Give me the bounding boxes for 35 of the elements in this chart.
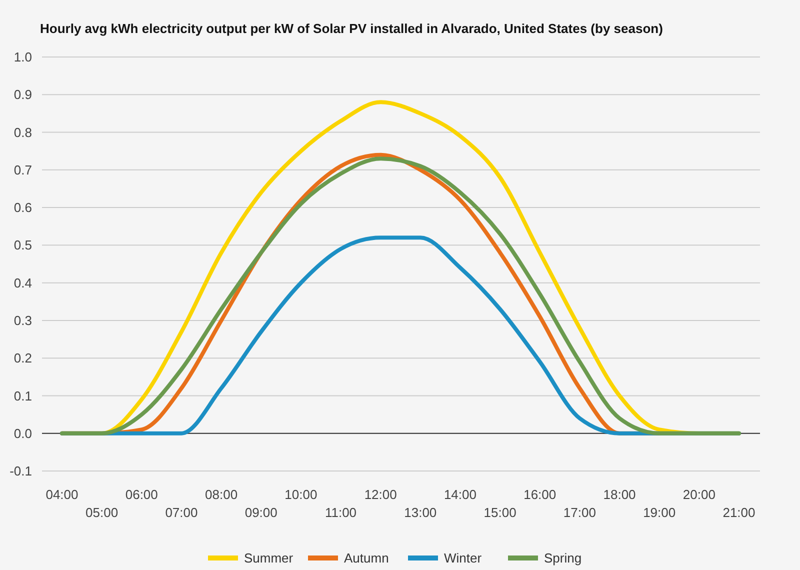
x-tick-label: 19:00 <box>643 505 676 520</box>
y-tick-label: 0.1 <box>14 388 32 404</box>
x-tick-label: 07:00 <box>165 505 198 520</box>
y-tick-label: 0.7 <box>14 162 32 178</box>
y-tick-label: 0.6 <box>14 200 32 216</box>
y-tick-label: 0.8 <box>14 124 32 140</box>
x-tick-label: 13:00 <box>404 505 437 520</box>
legend-label: Autumn <box>344 550 389 566</box>
x-tick-label: 16:00 <box>524 487 556 502</box>
x-tick-label: 04:00 <box>46 487 78 502</box>
x-tick-label: 18:00 <box>603 487 636 502</box>
chart-title: Hourly avg kWh electricity output per kW of Solar PV installed in Alvarado, United States (by season) <box>40 21 663 36</box>
y-tick-label: 0.4 <box>14 275 32 290</box>
x-tick-label: 06:00 <box>125 487 158 502</box>
x-tick-label: 11:00 <box>324 505 357 520</box>
x-tick-label: 17:00 <box>563 505 596 520</box>
x-tick-label: 14:00 <box>444 487 477 502</box>
x-tick-label: 20:00 <box>682 487 716 502</box>
y-tick-label: 0.0 <box>14 426 32 441</box>
x-tick-label: 05:00 <box>86 505 118 520</box>
x-tick-label: 10:00 <box>284 487 318 502</box>
y-tick-label: 1.0 <box>14 50 32 65</box>
x-tick-label: 09:00 <box>244 505 278 520</box>
legend-label: Winter <box>444 550 482 566</box>
x-tick-label: 12:00 <box>364 487 397 502</box>
y-tick-label: 0.2 <box>14 350 32 366</box>
y-tick-label: 0.5 <box>14 238 32 253</box>
x-tick-label: 15:00 <box>484 505 516 520</box>
x-tick-label: 08:00 <box>205 487 238 502</box>
x-tick-label: 21:00 <box>722 505 756 520</box>
legend-label: Summer <box>244 550 294 566</box>
y-tick-label: -0.1 <box>10 464 32 479</box>
legend-label: Spring <box>544 550 582 566</box>
y-tick-label: 0.9 <box>14 87 32 102</box>
y-tick-label: 0.3 <box>14 313 32 328</box>
